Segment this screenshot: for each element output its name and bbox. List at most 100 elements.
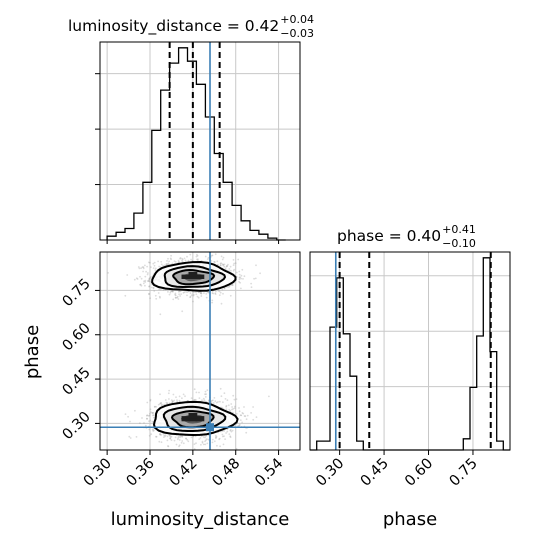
scatter-point [185,437,187,440]
scatter-point [241,421,244,424]
scatter-point [154,269,157,271]
scatter-point [233,262,236,265]
scatter-point [171,262,174,265]
scatter-point [211,301,214,304]
scatter-point [179,257,182,259]
scatter-point [161,403,163,406]
scatter-point [210,399,213,402]
scatter-point [159,296,161,299]
scatter-point [239,414,242,417]
phase-title: phase = 0.40+0.41 −0.10 [337,223,476,250]
scatter-point [151,428,154,431]
scatter-point [168,293,171,296]
scatter-point [149,261,151,264]
x-tick-label: 0.60 [402,456,436,490]
scatter-point [152,262,155,265]
scatter-point [217,401,219,403]
scatter-point [160,441,163,444]
scatter-point [224,438,227,440]
scatter-point [146,273,149,276]
scatter-point [128,435,131,438]
scatter-point [228,285,231,288]
scatter-point [186,294,188,297]
scatter-point [189,292,192,294]
scatter-point [196,295,199,298]
scatter-point [178,293,181,296]
scatter-point [159,313,162,316]
scatter-point [221,433,224,436]
scatter-point [229,435,232,438]
x-axis-label-phase: phase [383,509,437,530]
scatter-point [192,435,195,438]
scatter-point [252,418,255,421]
panel-frame [309,251,511,451]
scatter-point [196,254,199,257]
density-core [188,416,198,422]
scatter-point [153,406,156,408]
scatter-point [149,408,152,411]
scatter-point [147,415,150,417]
scatter-point [144,279,147,282]
scatter-point [173,260,176,262]
scatter-point [148,434,151,437]
scatter-point [204,440,206,443]
scatter-point [146,417,148,420]
scatter-point [210,260,213,262]
scatter-point [231,408,233,411]
scatter-point [164,399,167,401]
scatter-point [148,279,150,282]
scatter-point [246,414,249,417]
scatter-point [220,262,223,264]
scatter-point [148,278,151,280]
scatter-point [152,286,155,289]
scatter-point [181,260,184,263]
scatter-point [178,439,181,441]
scatter-point [167,291,169,293]
scatter-point [205,435,207,437]
scatter-point [146,401,149,404]
scatter-point [211,292,214,294]
scatter-point [147,280,150,283]
scatter-point [214,400,217,403]
scatter-point [159,433,162,436]
scatter-point [205,293,208,295]
scatter-point [198,391,200,394]
scatter-point [253,277,256,280]
scatter-point [153,264,156,267]
scatter-point [152,267,155,269]
scatter-point [167,392,170,395]
scatter-point [126,274,129,276]
scatter-point [215,436,217,439]
scatter-point [220,395,223,398]
scatter-point [147,272,149,274]
scatter-point [235,271,238,274]
y-axis-label-phase: phase [22,325,43,379]
scatter-point [173,399,176,402]
scatter-point [180,435,183,438]
scatter-point [225,408,228,411]
scatter-point [150,411,152,414]
scatter-point [163,264,166,267]
scatter-point [268,395,270,398]
scatter-point [181,258,184,261]
scatter-point [174,296,177,299]
scatter-point [221,435,224,438]
scatter-point [165,263,168,265]
scatter-point [159,402,161,405]
scatter-point [240,287,242,290]
scatter-point [169,436,172,438]
scatter-point [142,266,145,268]
scatter-point [229,294,232,297]
scatter-point [160,260,163,263]
scatter-point [229,436,232,439]
scatter-point [235,413,238,415]
scatter-point [168,434,171,437]
scatter-point [202,443,205,446]
scatter-point [203,292,205,294]
scatter-point [170,290,173,292]
scatter-point [238,278,241,281]
scatter-point [211,254,214,257]
scatter-point [204,393,206,396]
scatter-point [204,390,207,393]
scatter-point [146,414,149,417]
